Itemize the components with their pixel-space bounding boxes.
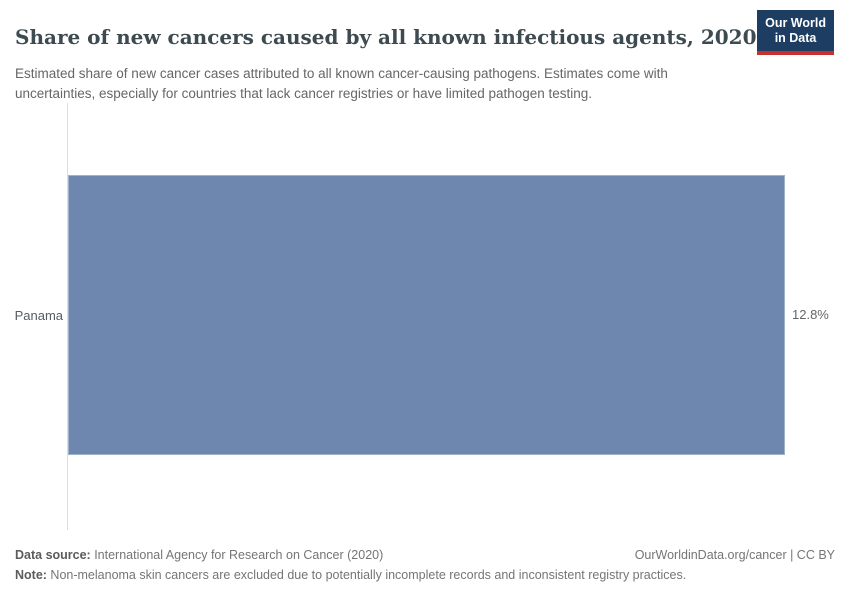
y-axis-line (67, 103, 68, 530)
chart-subtitle: Estimated share of new cancer cases attr… (15, 65, 668, 101)
data-source-label: Data source: (15, 548, 91, 562)
chart-title: Share of new cancers caused by all known… (15, 25, 757, 50)
data-source-text: International Agency for Research on Can… (90, 548, 384, 562)
y-axis-entity-label: Panama (14, 308, 63, 323)
footer-data-source: Data source: International Agency for Re… (15, 548, 383, 562)
footer-note: Note: Non-melanoma skin cancers are excl… (15, 568, 686, 582)
owid-logo-line2: in Data (774, 31, 817, 45)
owid-logo-line1: Our World (765, 16, 826, 30)
footer-license-link[interactable]: OurWorldinData.org/cancer | CC BY (634, 548, 835, 562)
plot-area: 12.8% (67, 103, 829, 530)
bar-value-label: 12.8% (792, 307, 829, 322)
note-label: Note: (15, 568, 47, 582)
owid-logo[interactable]: Our World in Data (757, 10, 834, 55)
note-text: Non-melanoma skin cancers are excluded d… (46, 568, 687, 582)
bar-panama[interactable] (68, 175, 785, 455)
